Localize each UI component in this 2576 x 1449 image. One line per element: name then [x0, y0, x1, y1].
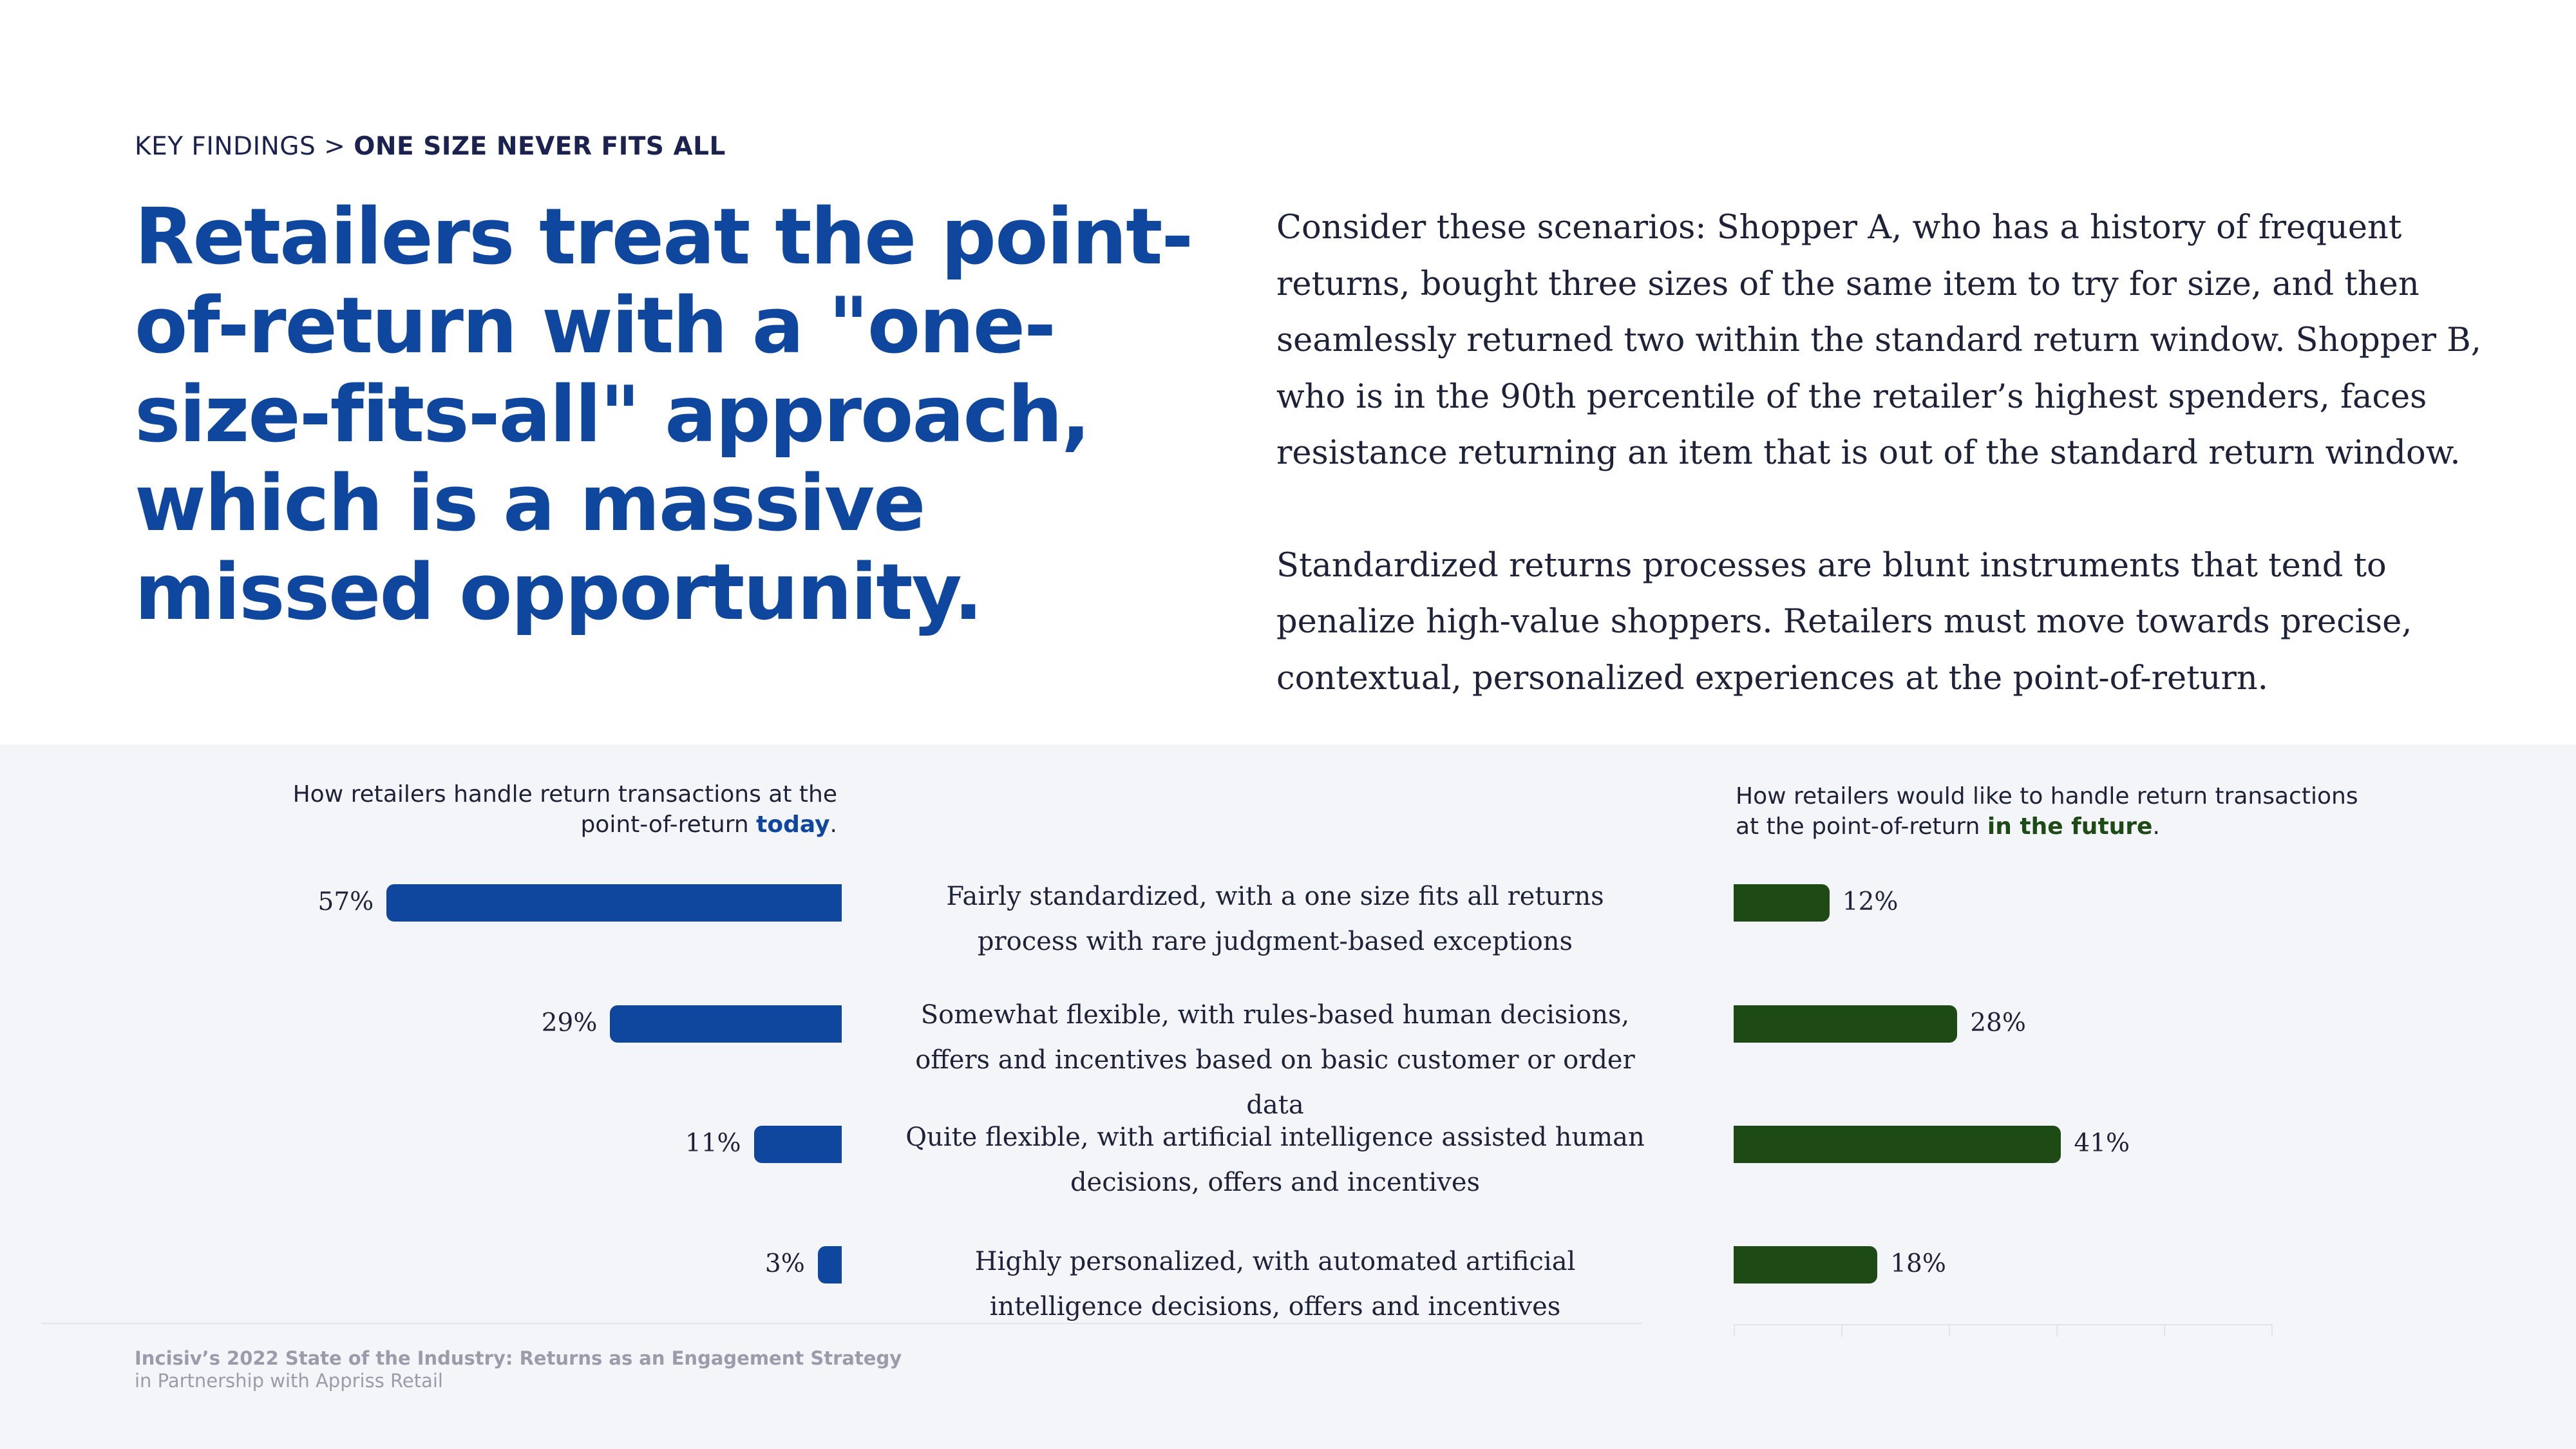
breadcrumb-section[interactable]: KEY FINDINGS	[135, 132, 316, 161]
chart-title-future: How retailers would like to handle retur…	[1736, 781, 2380, 842]
chart-title-future-highlight: in the future	[1987, 813, 2153, 840]
chart-title-future-suffix: .	[2152, 813, 2160, 840]
bar-future	[1734, 1126, 2061, 1163]
bar-future	[1734, 1246, 1878, 1283]
bar-label-today: 3%	[764, 1249, 805, 1278]
axis-line-right	[1734, 1324, 2272, 1325]
chart-title-today: How retailers handle return transactions…	[270, 779, 837, 840]
bar-future	[1734, 1005, 1958, 1043]
bar-today	[817, 1246, 842, 1283]
bar-label-future: 41%	[2074, 1129, 2130, 1158]
chart-title-future-text: How retailers would like to handle retur…	[1736, 783, 2358, 840]
intro-paragraph-2: Standardized returns processes are blunt…	[1276, 546, 2412, 697]
bar-label-future: 12%	[1842, 887, 1899, 916]
axis-tick	[1841, 1324, 1842, 1337]
bar-today	[386, 884, 842, 922]
axis-line-left	[41, 1323, 1642, 1324]
category-label: Somewhat flexible, with rules-based huma…	[915, 1000, 1635, 1120]
bar-label-today: 29%	[541, 1009, 598, 1037]
intro-text: Consider these scenarios: Shopper A, who…	[1276, 200, 2487, 706]
chart-title-today-suffix: .	[829, 811, 837, 838]
breadcrumb-separator: >	[324, 132, 346, 161]
category-label: Highly personalized, with automated arti…	[974, 1247, 1576, 1321]
page-headline: Retailers treat the point-of-return with…	[135, 193, 1193, 638]
bar-label-future: 28%	[1970, 1009, 2026, 1037]
chart-title-today-highlight: today	[756, 811, 830, 838]
chart-panel	[0, 744, 2576, 1449]
axis-tick	[2164, 1324, 2165, 1337]
bar-label-today: 57%	[317, 887, 374, 916]
footer-source-subtitle: in Partnership with Appriss Retail	[135, 1370, 443, 1392]
bar-label-today: 11%	[685, 1129, 741, 1158]
bar-today	[610, 1005, 842, 1043]
axis-tick	[1734, 1324, 1735, 1337]
intro-paragraph-1: Consider these scenarios: Shopper A, who…	[1276, 209, 2481, 472]
axis-tick	[2271, 1324, 2273, 1337]
category-label: Fairly standardized, with a one size fit…	[946, 882, 1604, 956]
footer-source-title: Incisiv’s 2022 State of the Industry: Re…	[135, 1347, 902, 1369]
category-label: Quite flexible, with artificial intellig…	[905, 1122, 1645, 1197]
bar-future	[1734, 884, 1830, 922]
axis-tick	[2056, 1324, 2058, 1337]
breadcrumb-current: ONE SIZE NEVER FITS ALL	[354, 132, 726, 161]
axis-tick	[1949, 1324, 1950, 1337]
chart-title-today-text: How retailers handle return transactions…	[292, 781, 837, 838]
bar-label-future: 18%	[1890, 1249, 1946, 1278]
breadcrumb: KEY FINDINGS > ONE SIZE NEVER FITS ALL	[135, 132, 726, 161]
bar-today	[753, 1126, 842, 1163]
